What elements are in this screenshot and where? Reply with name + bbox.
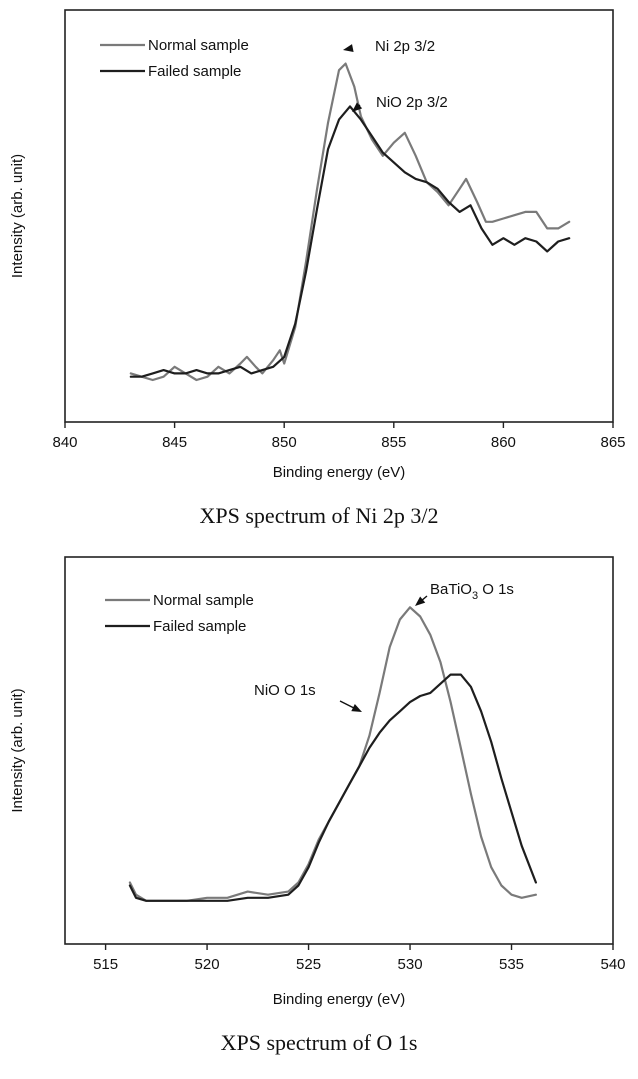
x-tick-label: 515 xyxy=(93,956,118,973)
annotation-text: NiO O 1s xyxy=(254,682,316,699)
x-tick-label: 525 xyxy=(296,956,321,973)
peak-annotation: NiO O 1s xyxy=(254,682,316,699)
x-axis-label: Binding energy (eV) xyxy=(273,464,406,481)
annotation-subscript: 3 xyxy=(472,590,478,602)
series-line-failed-sample xyxy=(129,105,571,378)
annotation-suffix: O 1s xyxy=(478,581,514,598)
chart-2: 515 520 525 530 535 540 Binding energy (eV) Int… xyxy=(9,556,626,1055)
figure-caption: XPS spectrum of O 1s xyxy=(221,1030,418,1055)
x-tick-label: 520 xyxy=(195,956,220,973)
x-tick-label: 860 xyxy=(491,434,516,451)
x-tick-label: 540 xyxy=(600,956,625,973)
series-line-normal-sample xyxy=(128,606,538,902)
annotation-arrow-head xyxy=(415,596,426,606)
x-tick-label: 840 xyxy=(52,434,77,451)
annotation-arrow-head xyxy=(352,102,363,112)
x-tick-label: 530 xyxy=(398,956,423,973)
y-axis-label: Intensity (arb. unit) xyxy=(9,688,26,812)
x-tick-label: 850 xyxy=(272,434,297,451)
annotation-text: NiO 2p 3/2 xyxy=(376,94,448,111)
series-line-normal-sample xyxy=(129,62,571,382)
annotation-arrow-head xyxy=(343,44,354,52)
x-tick-label: 855 xyxy=(381,434,406,451)
x-axis-label: Binding energy (eV) xyxy=(273,991,406,1008)
figure-caption: XPS spectrum of Ni 2p 3/2 xyxy=(200,503,439,528)
x-tick-label: 845 xyxy=(162,434,187,451)
x-tick-label: 865 xyxy=(600,434,625,451)
peak-annotation: BaTiO3 O 1s xyxy=(430,581,514,602)
chart-1: 840 845 850 855 860 865 Binding energy (eV) Int… xyxy=(9,9,626,528)
legend-label: Failed sample xyxy=(153,618,246,635)
plot-frame xyxy=(64,556,614,945)
series-line-failed-sample xyxy=(128,673,538,902)
legend-label: Normal sample xyxy=(153,592,254,609)
peak-annotation: Ni 2p 3/2 xyxy=(375,38,435,55)
annotation-text: Ni 2p 3/2 xyxy=(375,38,435,55)
plot-frame xyxy=(64,9,614,423)
y-axis-label: Intensity (arb. unit) xyxy=(9,154,26,278)
annotation-text: BaTiO xyxy=(430,581,472,598)
x-tick-label: 535 xyxy=(499,956,524,973)
peak-annotation: NiO 2p 3/2 xyxy=(376,94,448,111)
legend-label: Failed sample xyxy=(148,63,241,80)
annotation-arrow-head xyxy=(351,703,362,712)
legend-label: Normal sample xyxy=(148,37,249,54)
